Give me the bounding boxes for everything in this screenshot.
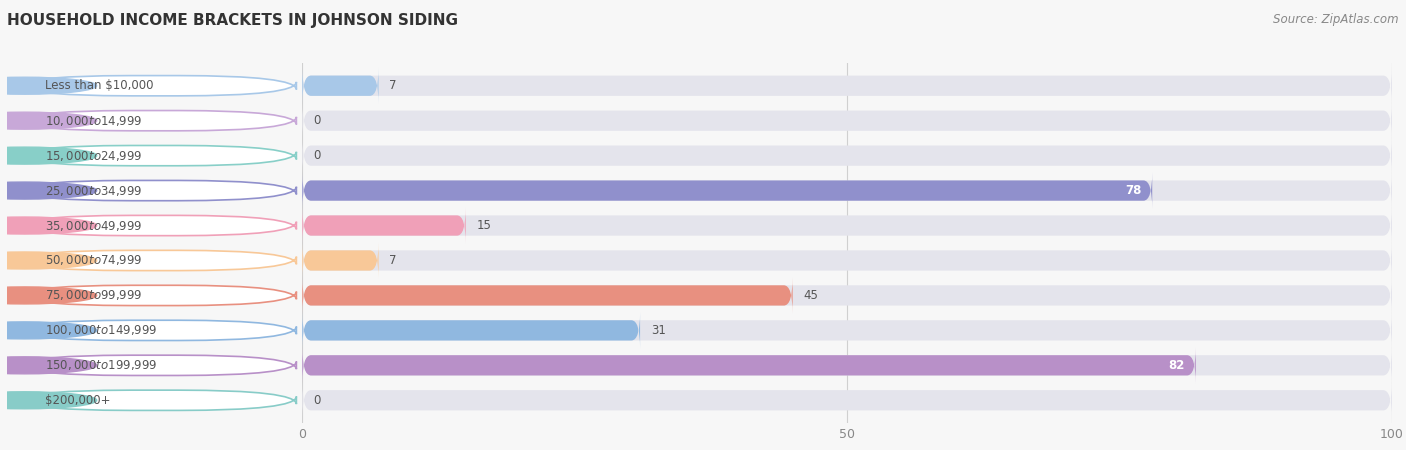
Text: $75,000 to $99,999: $75,000 to $99,999 [45,288,143,302]
Text: Less than $10,000: Less than $10,000 [45,79,153,92]
Text: 78: 78 [1125,184,1142,197]
Text: 0: 0 [314,114,321,127]
Text: 0: 0 [314,149,321,162]
FancyBboxPatch shape [302,68,1392,104]
Text: 82: 82 [1168,359,1185,372]
FancyBboxPatch shape [13,250,297,270]
Text: 7: 7 [389,79,396,92]
FancyBboxPatch shape [302,347,1197,383]
FancyBboxPatch shape [302,243,1392,278]
FancyBboxPatch shape [302,347,1392,383]
Text: 7: 7 [389,254,396,267]
FancyBboxPatch shape [13,390,297,410]
FancyBboxPatch shape [302,243,378,278]
Circle shape [0,217,97,234]
Text: $25,000 to $34,999: $25,000 to $34,999 [45,184,143,198]
FancyBboxPatch shape [302,313,640,348]
FancyBboxPatch shape [302,208,465,243]
FancyBboxPatch shape [13,111,297,131]
Circle shape [0,252,97,269]
Text: $50,000 to $74,999: $50,000 to $74,999 [45,253,143,267]
Text: 45: 45 [804,289,818,302]
FancyBboxPatch shape [302,208,1392,243]
FancyBboxPatch shape [302,68,378,104]
Text: $100,000 to $149,999: $100,000 to $149,999 [45,324,157,338]
Circle shape [0,357,97,374]
Text: 15: 15 [477,219,492,232]
Text: $15,000 to $24,999: $15,000 to $24,999 [45,148,143,162]
Circle shape [0,147,97,164]
FancyBboxPatch shape [302,173,1392,208]
FancyBboxPatch shape [302,278,1392,313]
Circle shape [0,112,97,129]
Circle shape [0,77,97,94]
FancyBboxPatch shape [13,76,297,96]
Text: $150,000 to $199,999: $150,000 to $199,999 [45,358,157,372]
FancyBboxPatch shape [302,313,1392,348]
Text: $35,000 to $49,999: $35,000 to $49,999 [45,219,143,233]
Circle shape [0,322,97,339]
Text: $10,000 to $14,999: $10,000 to $14,999 [45,114,143,128]
FancyBboxPatch shape [302,103,1392,139]
FancyBboxPatch shape [13,285,297,306]
Text: HOUSEHOLD INCOME BRACKETS IN JOHNSON SIDING: HOUSEHOLD INCOME BRACKETS IN JOHNSON SID… [7,14,458,28]
Text: 0: 0 [314,394,321,407]
Text: 31: 31 [651,324,666,337]
Text: Source: ZipAtlas.com: Source: ZipAtlas.com [1274,14,1399,27]
FancyBboxPatch shape [13,145,297,166]
FancyBboxPatch shape [13,216,297,236]
FancyBboxPatch shape [302,173,1153,208]
Text: $200,000+: $200,000+ [45,394,111,407]
FancyBboxPatch shape [302,138,1392,173]
FancyBboxPatch shape [13,320,297,341]
Circle shape [0,287,97,304]
Circle shape [0,392,97,409]
FancyBboxPatch shape [302,278,793,313]
Circle shape [0,182,97,199]
FancyBboxPatch shape [13,180,297,201]
FancyBboxPatch shape [13,355,297,375]
FancyBboxPatch shape [302,382,1392,418]
